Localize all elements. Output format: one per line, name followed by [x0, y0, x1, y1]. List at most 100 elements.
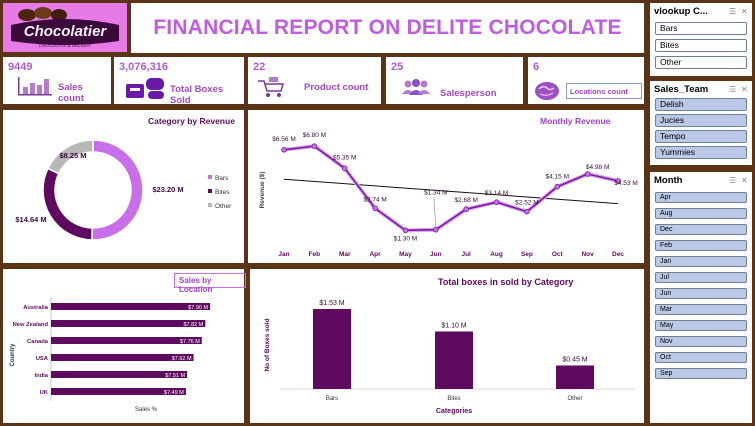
- x-tick-label: Jun: [430, 251, 442, 258]
- slicer-item-yummies[interactable]: Yummies: [655, 146, 747, 159]
- legend-swatch: [208, 203, 212, 207]
- data-label: $1.53 M: [319, 300, 344, 307]
- data-point: [311, 143, 318, 149]
- data-point: [524, 208, 530, 215]
- slicer-item-apr[interactable]: Apr: [655, 192, 747, 203]
- horizontal-bar-chart: Australia $7.90 M New Zealand $7.82 M Canada…: [10, 297, 211, 413]
- bar-canada: [51, 337, 202, 344]
- slicer-item-jul[interactable]: Jul: [655, 272, 747, 283]
- category-revenue-panel: Category by Revenue $23.20 M $14.64 M $8.2…: [3, 110, 244, 263]
- data-label: $7.62 M: [172, 356, 192, 362]
- slicer-item-jun[interactable]: Jun: [655, 288, 747, 299]
- x-tick-label: Feb: [309, 251, 321, 258]
- bar-bars: [313, 309, 351, 389]
- x-tick-label: Aug: [490, 251, 503, 258]
- slicer-item-bites[interactable]: Bites: [655, 39, 747, 52]
- bar-australia: [51, 303, 211, 310]
- kpi-locations: 6 Locations count: [528, 57, 644, 104]
- cart-icon: [258, 77, 284, 97]
- x-tick-label: Bars: [326, 396, 338, 402]
- globe-icon: [535, 82, 559, 100]
- kpi-salesperson: 25 Salesperson: [386, 57, 523, 104]
- kpi-sales-count: 9449 Sales count: [3, 57, 111, 104]
- data-point: [615, 178, 621, 184]
- slicer-item-aug[interactable]: Aug: [655, 208, 747, 219]
- data-label: $8.25 M: [59, 151, 86, 160]
- data-label: $1.34 M: [424, 190, 448, 197]
- data-label: $2.74 M: [363, 196, 387, 203]
- sales-location-panel: Sales by Location Australia $7.90 M New Ze…: [3, 269, 246, 423]
- data-label: $3.14 M: [485, 190, 509, 197]
- x-axis-label: Sales %: [135, 407, 158, 413]
- vlookup-slicer[interactable]: vlookup C... ☰ ✕ Bars Bites Other: [650, 3, 752, 76]
- chart-title: Category by Revenue: [148, 116, 235, 126]
- bar-other: [556, 365, 594, 389]
- slicer-item-oct[interactable]: Oct: [655, 352, 747, 363]
- locations-label-box: Locations count: [566, 83, 642, 99]
- clear-filter-icon[interactable]: ✕: [741, 85, 748, 94]
- kpi-boxes-sold: 3,076,316 Total Boxes Sold: [114, 57, 244, 106]
- chart-title: Total boxes in sold by Category: [438, 277, 574, 287]
- slicer-item-bars[interactable]: Bars: [655, 22, 747, 35]
- brand-logo: Chocolatier CHOCOLATE & DELIGHT: [3, 3, 127, 52]
- data-label: $1.10 M: [441, 322, 466, 329]
- y-tick-label: New Zealand: [13, 322, 49, 328]
- data-point: [433, 226, 439, 233]
- kpi-value: 25: [391, 61, 404, 73]
- slicer-item-mar[interactable]: Mar: [655, 304, 747, 315]
- data-label: $4.15 M: [546, 174, 570, 181]
- y-axis-label: No of Boxes sold: [264, 318, 271, 371]
- y-tick-label: UK: [40, 390, 49, 396]
- trendline: [283, 178, 619, 205]
- logo-tagline: CHOCOLATE & DELIGHT: [39, 43, 92, 48]
- multi-select-icon[interactable]: ☰: [729, 7, 737, 16]
- slicer-title: Month: [654, 175, 683, 186]
- slicer-item-jucies[interactable]: Jucies: [655, 114, 747, 127]
- multi-select-icon[interactable]: ☰: [729, 85, 737, 94]
- slicer-item-feb[interactable]: Feb: [655, 240, 747, 251]
- legend-label: Other: [215, 203, 232, 210]
- report-title-panel: FINANCIAL REPORT ON DELITE CHOCOLATE: [131, 3, 644, 53]
- data-label: $5.35 M: [333, 154, 357, 161]
- bar-uk: [51, 388, 186, 395]
- slicer-item-jan[interactable]: Jan: [655, 256, 747, 267]
- sales-team-slicer[interactable]: Sales_Team ☰ ✕ Delish Jucies Tempo Yummi…: [650, 81, 752, 165]
- data-label: $4.98 M: [586, 164, 610, 171]
- data-label: $7.76 M: [180, 339, 200, 345]
- slicer-item-nov[interactable]: Nov: [655, 336, 747, 347]
- clear-filter-icon[interactable]: ✕: [741, 176, 748, 185]
- people-icon: [402, 79, 430, 95]
- monthly-revenue-panel: Monthly Revenue Revenue ($) $6.56 M Jan $6.…: [248, 110, 644, 263]
- kpi-label: Locations count: [570, 87, 628, 96]
- legend-swatch: [208, 189, 212, 193]
- kpi-label: Total Boxes Sold: [170, 84, 224, 106]
- x-axis-label: Categories: [436, 408, 472, 415]
- kpi-value: 9449: [8, 61, 33, 73]
- kpi-product-count: 22 Product count: [248, 57, 381, 104]
- month-slicer[interactable]: Month ☰ ✕ Apr Aug Dec Feb Jan Jul Jun Ma…: [650, 172, 752, 423]
- data-label: $0.45 M: [562, 356, 587, 363]
- data-point: [341, 165, 348, 172]
- x-tick-label: Mar: [339, 251, 351, 258]
- slicer-item-delish[interactable]: Delish: [655, 98, 747, 111]
- slicer-item-tempo[interactable]: Tempo: [655, 130, 747, 143]
- data-point: [554, 183, 561, 190]
- y-tick-label: USA: [36, 356, 49, 362]
- multi-select-icon[interactable]: ☰: [729, 176, 737, 185]
- kpi-value: 22: [253, 61, 266, 73]
- data-label: $2.52 M: [515, 200, 539, 207]
- slicer-item-may[interactable]: May: [655, 320, 747, 331]
- clear-filter-icon[interactable]: ✕: [741, 7, 748, 16]
- slicer-item-dec[interactable]: Dec: [655, 224, 747, 235]
- y-tick-label: India: [34, 373, 48, 379]
- data-label: $6.56 M: [272, 136, 296, 143]
- legend-swatch: [208, 175, 212, 179]
- donut-slice-bars: [91, 139, 144, 241]
- slicer-item-sep[interactable]: Sep: [655, 368, 747, 379]
- legend-label: Bars: [215, 175, 229, 182]
- bar-chart-icon: [18, 77, 52, 96]
- slicer-item-other[interactable]: Other: [655, 56, 747, 69]
- legend-label: Bites: [215, 189, 230, 196]
- data-point: [493, 199, 500, 205]
- x-tick-label: Nov: [581, 251, 594, 258]
